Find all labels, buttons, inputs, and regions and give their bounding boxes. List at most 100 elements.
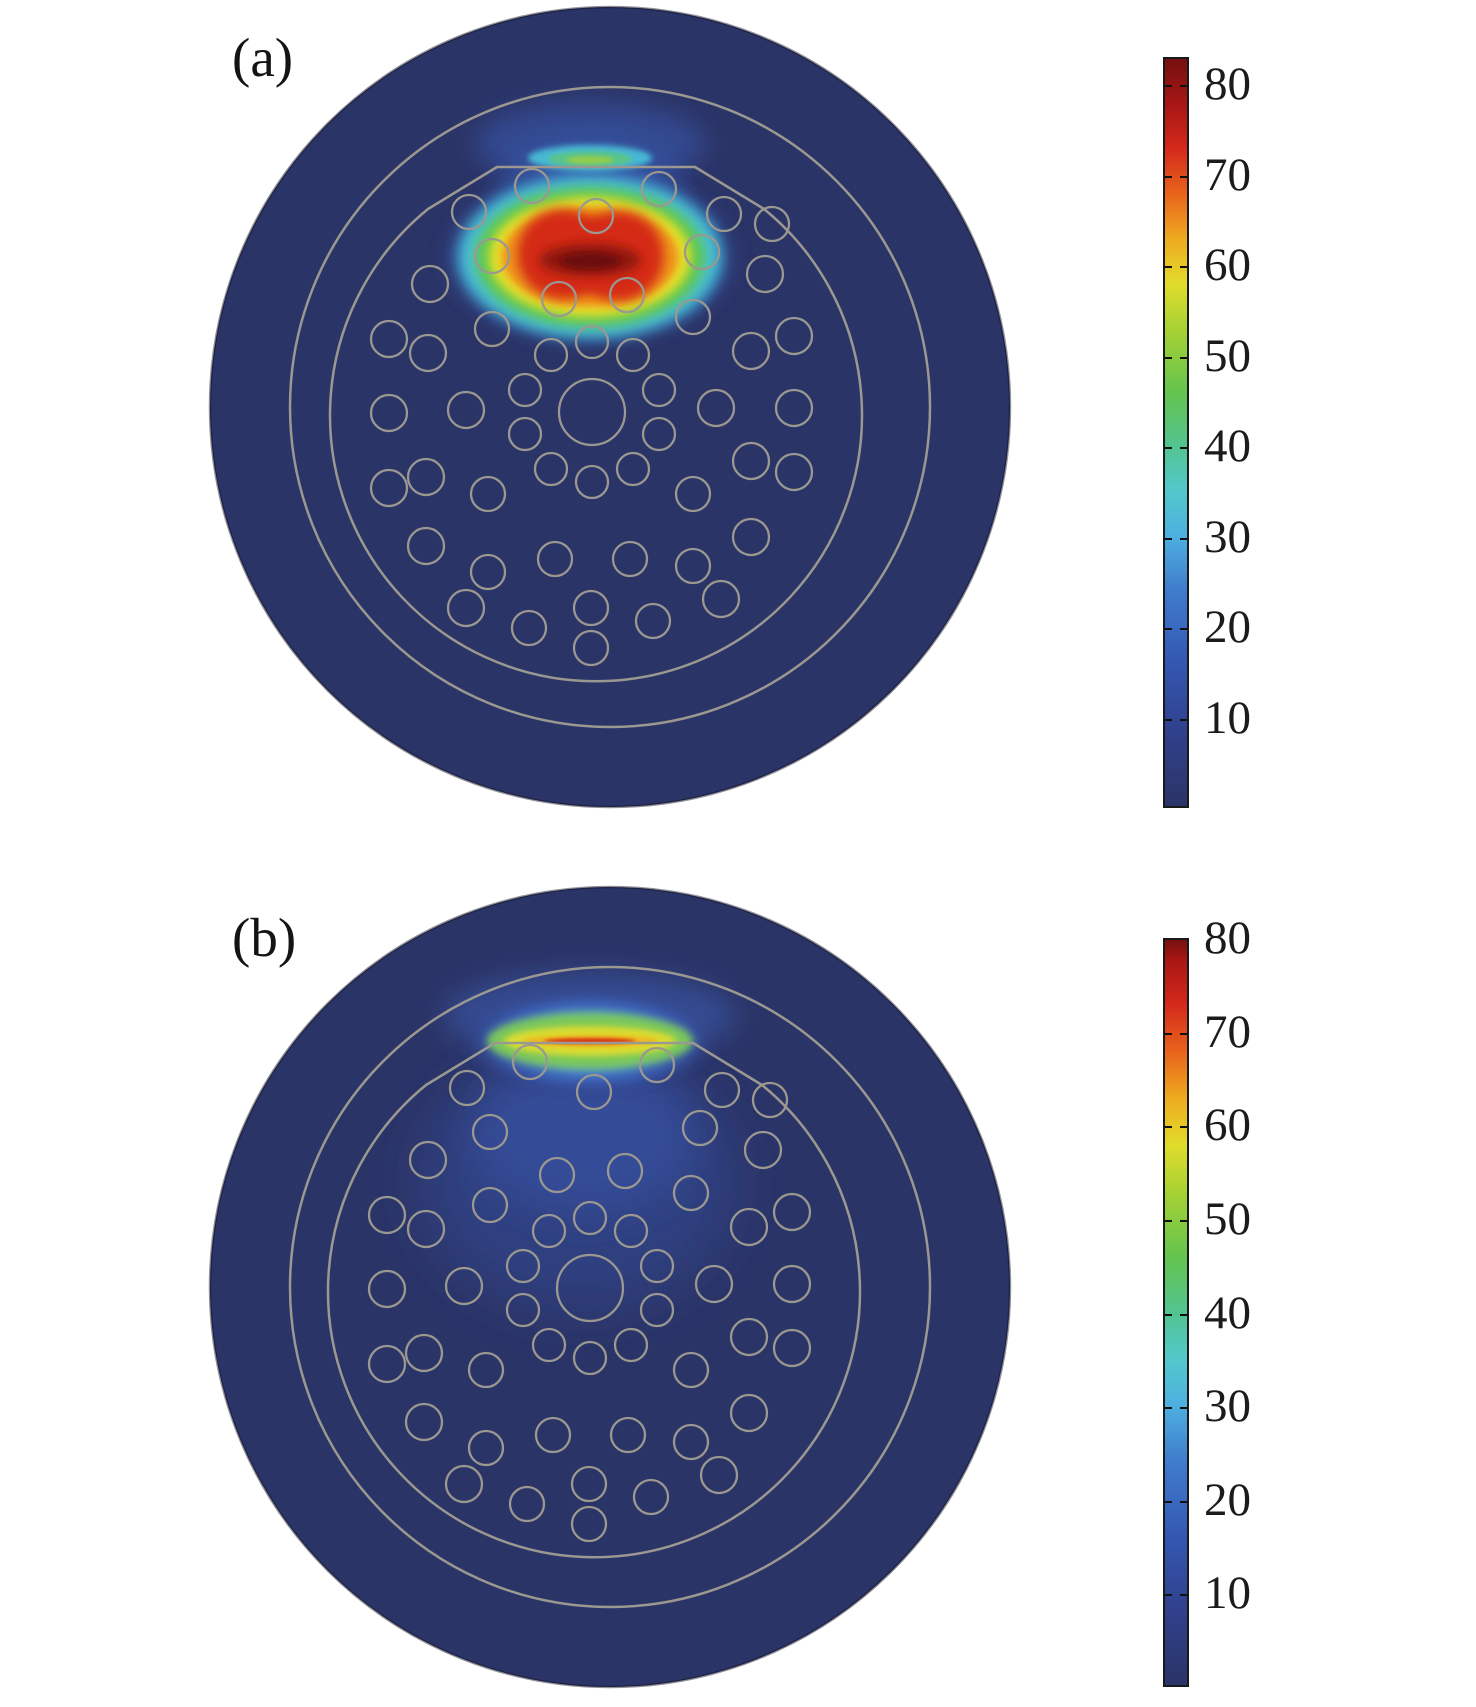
colorbar-tick-mark — [1180, 1594, 1187, 1597]
air-hole — [745, 254, 785, 294]
colorbar-tick-mark — [1180, 1032, 1187, 1035]
air-hole — [570, 1505, 608, 1543]
air-hole — [606, 1152, 644, 1190]
colorbar-tick-mark — [1180, 1313, 1187, 1316]
air-hole — [473, 310, 511, 348]
air-hole — [639, 1248, 675, 1284]
colorbar-tick-label: 80 — [1204, 58, 1251, 111]
air-hole — [634, 602, 672, 640]
air-hole — [639, 1292, 675, 1328]
air-hole — [683, 233, 721, 271]
panel-label-a: (a) — [232, 27, 294, 88]
air-hole — [534, 1416, 572, 1454]
air-hole — [613, 1327, 649, 1363]
colorbar-tick-label: 10 — [1204, 691, 1251, 744]
air-hole — [444, 1266, 484, 1306]
air-hole — [696, 388, 736, 428]
air-hole — [446, 588, 486, 628]
inner-ring-outline — [288, 85, 932, 729]
air-hole — [572, 589, 610, 627]
colorbar-tick-mark — [1165, 1407, 1172, 1410]
air-hole — [672, 1423, 710, 1461]
colorbar-tick-mark — [1165, 356, 1172, 359]
field-hotspot — [560, 253, 620, 269]
colorbar-tick-label: 70 — [1204, 148, 1251, 201]
colorbar-tick-label: 20 — [1204, 1473, 1251, 1526]
colorbar-tick-label: 50 — [1204, 1192, 1251, 1245]
air-hole — [555, 1253, 625, 1323]
colorbar-tick-label: 60 — [1204, 239, 1251, 292]
air-hole — [444, 1464, 484, 1504]
fiber-cross-section-panel-a — [208, 5, 1012, 809]
air-hole — [467, 1429, 505, 1467]
air-hole — [574, 464, 610, 500]
colorbar-tick-label: 30 — [1204, 510, 1251, 563]
air-hole — [469, 475, 507, 513]
air-hole — [774, 316, 814, 356]
colorbar-a — [1163, 57, 1189, 808]
air-hole — [510, 609, 548, 647]
air-hole — [632, 1478, 670, 1516]
air-hole — [507, 416, 543, 452]
colorbar-tick-label: 40 — [1204, 1286, 1251, 1339]
colorbar-tick-mark — [1180, 447, 1187, 450]
inner-ring-outline — [288, 965, 932, 1609]
colorbar-tick-label: 30 — [1204, 1380, 1251, 1433]
air-hole — [513, 167, 551, 205]
air-hole — [505, 1248, 541, 1284]
field-hotspot — [472, 1053, 696, 1213]
air-hole — [533, 337, 569, 373]
air-hole — [729, 1207, 769, 1247]
air-hole — [572, 1340, 608, 1376]
colorbar-tick-mark — [1165, 1219, 1172, 1222]
air-hole — [408, 1140, 448, 1180]
air-hole — [774, 452, 814, 492]
air-hole — [540, 280, 578, 318]
colorbar-tick-label: 40 — [1204, 420, 1251, 473]
air-hole — [406, 457, 446, 497]
air-hole — [751, 1081, 789, 1119]
air-hole — [531, 1213, 567, 1249]
colorbar-tick-mark — [1165, 1500, 1172, 1503]
air-hole — [753, 205, 791, 243]
air-hole — [410, 264, 450, 304]
colorbar-tick-mark — [1165, 628, 1172, 631]
colorbar-tick-mark — [1165, 718, 1172, 721]
colorbar-tick-mark — [1180, 1500, 1187, 1503]
air-hole — [538, 1156, 576, 1194]
d-region-outline — [328, 165, 864, 683]
air-hole — [369, 393, 409, 433]
air-hole — [574, 324, 610, 360]
air-hole — [608, 276, 646, 314]
air-hole — [570, 1465, 608, 1503]
air-hole — [473, 237, 511, 275]
colorbar-tick-label: 10 — [1204, 1567, 1251, 1620]
air-hole — [408, 333, 448, 373]
air-hole — [672, 1351, 710, 1389]
air-hole — [467, 1351, 505, 1389]
air-hole — [729, 1317, 769, 1357]
air-hole — [536, 540, 574, 578]
air-hole — [572, 1200, 608, 1236]
colorbar-tick-mark — [1165, 1032, 1172, 1035]
air-hole — [703, 1071, 741, 1109]
colorbar-tick-mark — [1165, 85, 1172, 88]
colorbar-tick-label: 80 — [1204, 912, 1251, 964]
colorbar-tick-label: 70 — [1204, 1005, 1251, 1058]
air-hole — [406, 526, 446, 566]
air-hole — [672, 1174, 710, 1212]
colorbar-tick-mark — [1180, 266, 1187, 269]
colorbar-tick-mark — [1180, 537, 1187, 540]
colorbar-tick-mark — [1180, 356, 1187, 359]
fiber-cross-section-panel-b — [208, 885, 1012, 1689]
air-hole — [448, 1069, 486, 1107]
air-hole — [505, 1292, 541, 1328]
air-hole — [731, 331, 771, 371]
colorbar-tick-mark — [1180, 718, 1187, 721]
air-hole — [404, 1402, 444, 1442]
air-hole — [469, 553, 507, 591]
air-hole — [774, 388, 814, 428]
air-hole — [613, 1213, 649, 1249]
air-hole — [615, 451, 651, 487]
air-hole — [369, 319, 409, 359]
